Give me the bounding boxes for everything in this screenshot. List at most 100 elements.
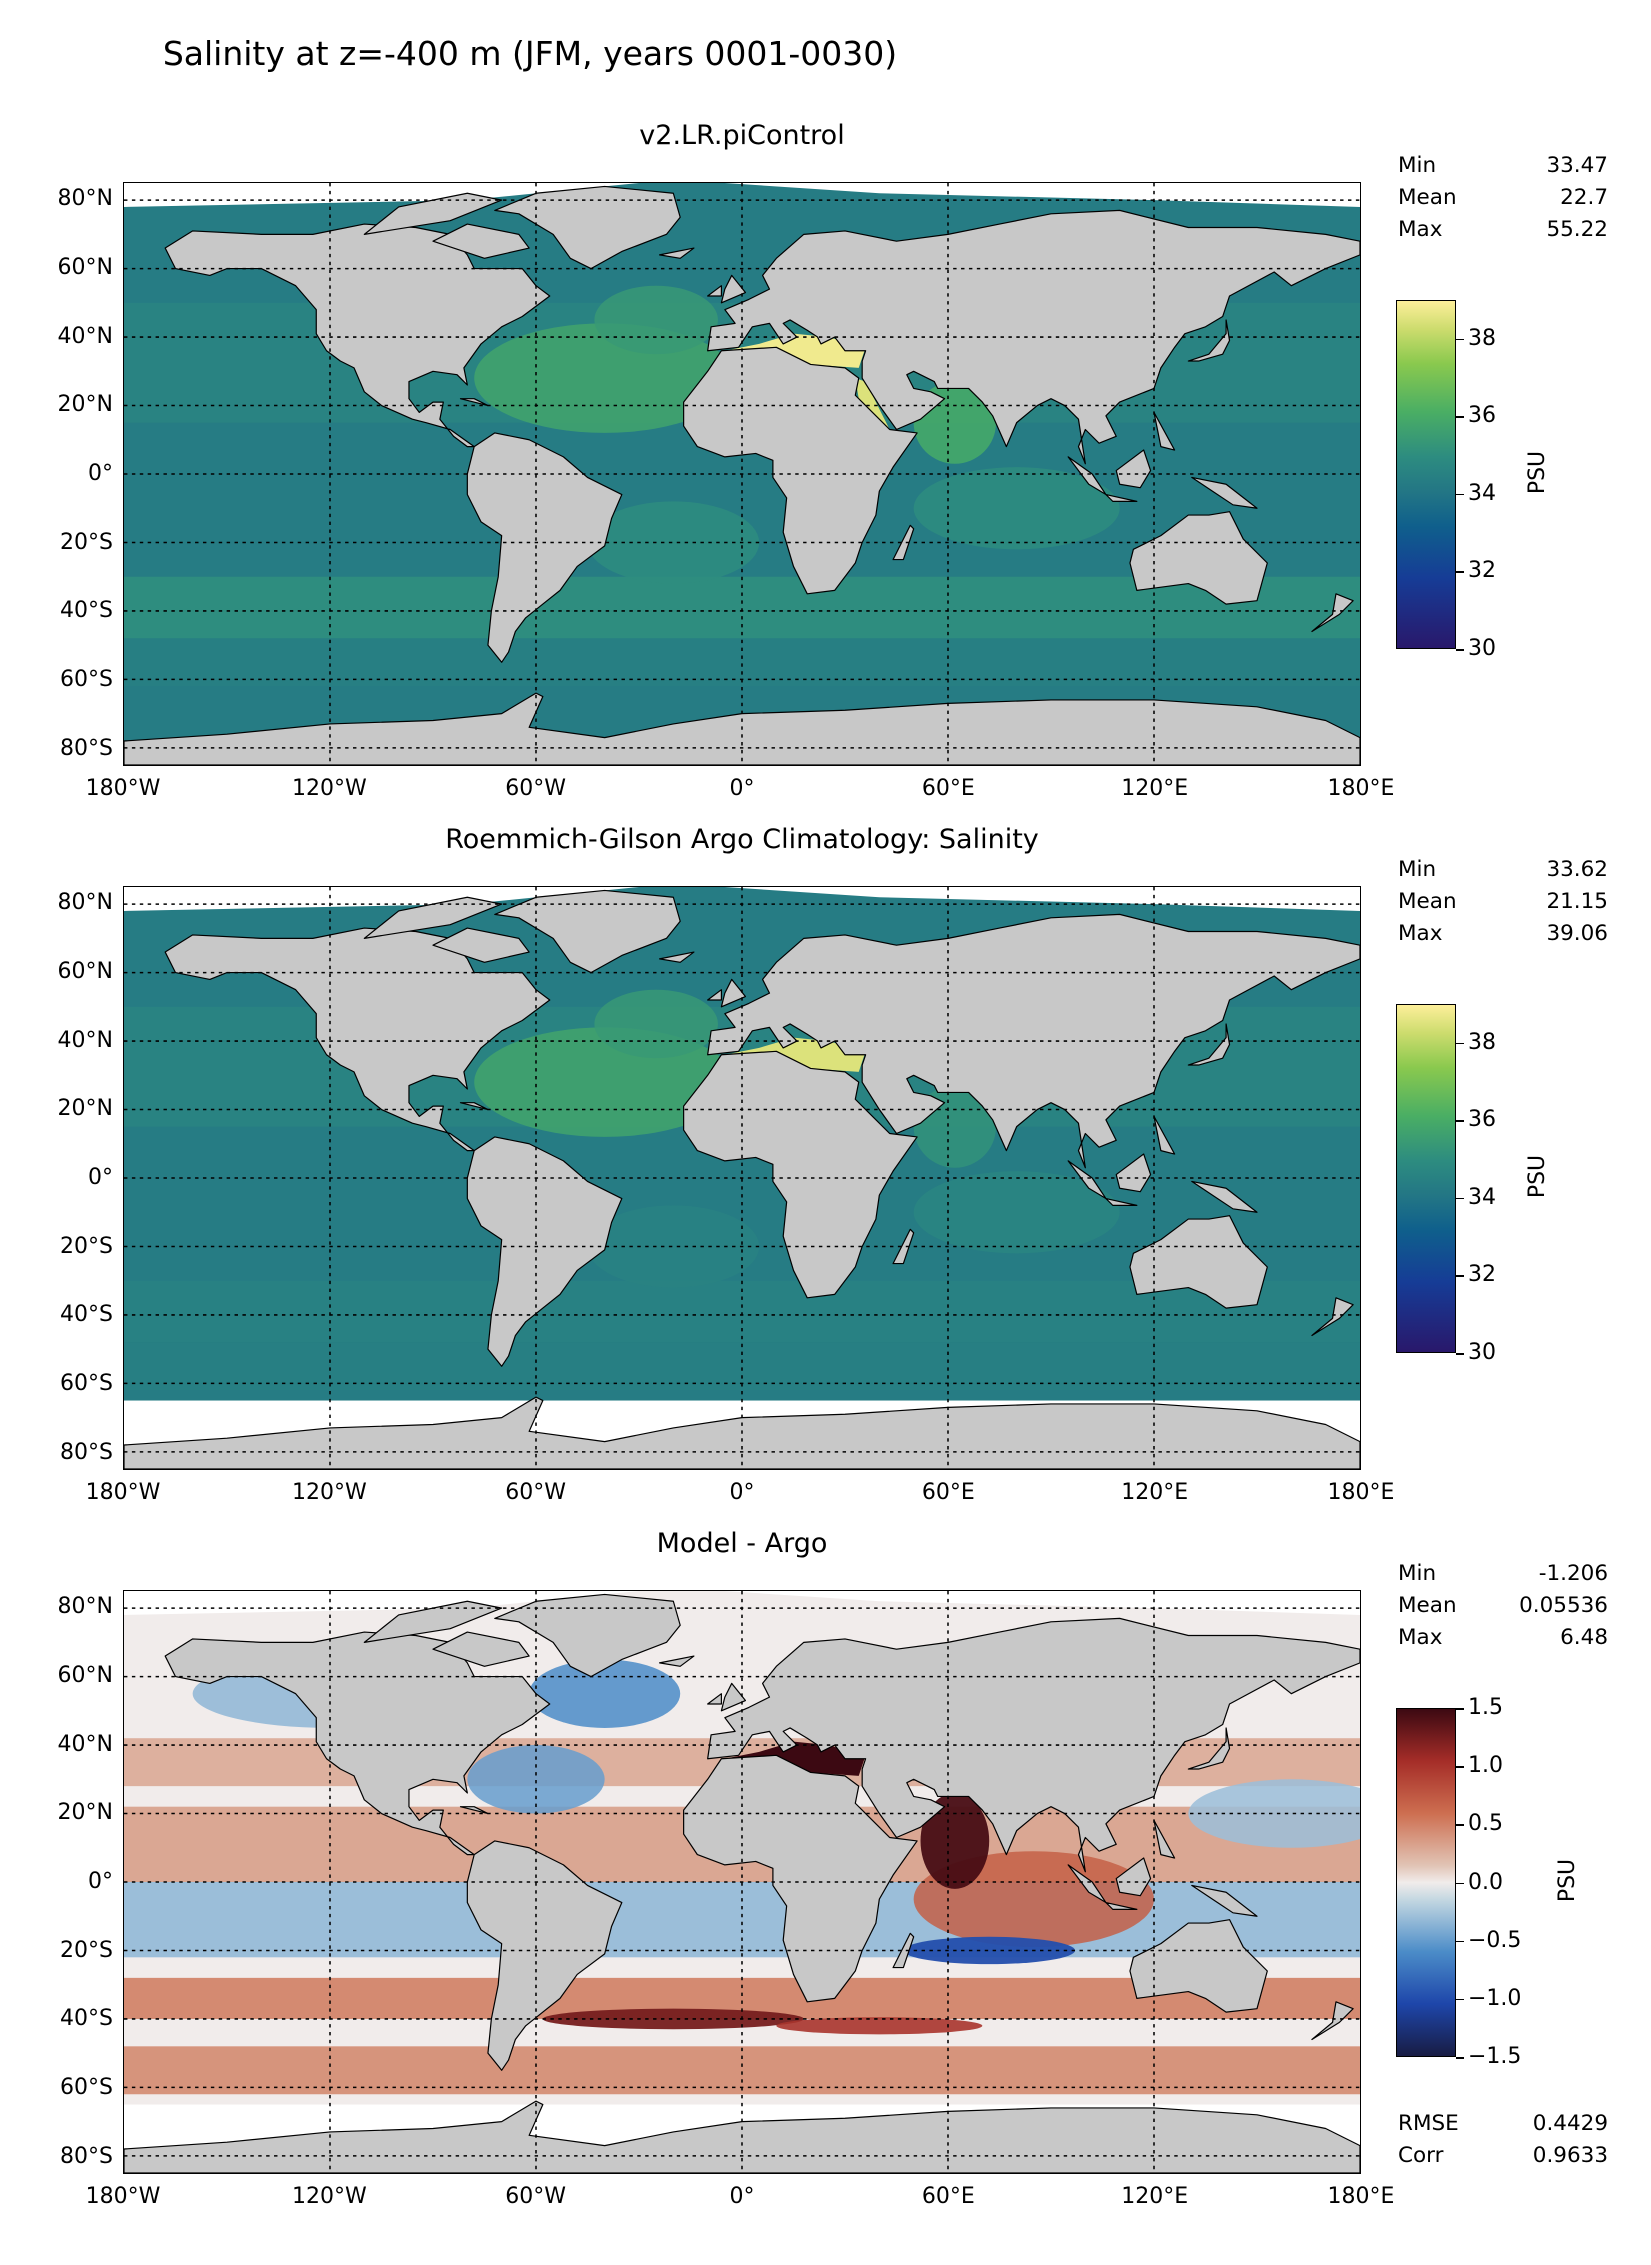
longitude-label: 0° — [729, 776, 755, 801]
latitude-label: 80°N — [57, 1594, 113, 1620]
stat-value: 55.22 — [1546, 217, 1608, 242]
land-mass — [164, 1631, 551, 1856]
land-mass — [432, 223, 530, 259]
land-mass — [658, 951, 695, 963]
longitude-label: 180°W — [85, 776, 161, 801]
colorbar-label: PSU — [1555, 1858, 1581, 1903]
land-mass — [1105, 1197, 1138, 1206]
indian-ocean-salinity — [913, 1171, 1120, 1254]
southern-ocean-band — [124, 638, 1360, 687]
colorbar-tick-label: 36 — [1468, 403, 1496, 429]
colorbar-label: PSU — [1525, 1154, 1551, 1199]
colorbar-tick-label: 0.0 — [1468, 1869, 1503, 1895]
colorbar-tick-label: 32 — [1468, 558, 1496, 584]
stat-label: Max — [1398, 921, 1443, 946]
arctic-missing — [124, 1591, 1360, 1615]
stat-value: 33.47 — [1546, 153, 1608, 178]
colorbar-tick-label: 30 — [1468, 636, 1496, 661]
longitude-label: 120°W — [291, 2184, 367, 2209]
longitude-label: 180°W — [85, 2184, 161, 2209]
land-mass — [892, 524, 915, 561]
s-atlantic-positive — [542, 2008, 804, 2030]
colorbar-tick-label: 1.5 — [1468, 1695, 1503, 1720]
land-mass — [1153, 1819, 1176, 1859]
latitude-label: 60°N — [57, 254, 113, 280]
land-mass — [683, 346, 918, 595]
longitude-label: 60°E — [921, 1480, 975, 1505]
stat-row: Max 6.48 — [1398, 1622, 1608, 1654]
map-panel — [123, 1590, 1361, 2174]
stat-value: 6.48 — [1560, 1625, 1608, 1650]
longitude-label: 60°W — [505, 1480, 567, 1505]
longitude-label: 180°W — [85, 1480, 161, 1505]
land-mass — [459, 1102, 489, 1111]
stat-row: RMSE 0.4429 — [1398, 2108, 1608, 2140]
colorbar-tick-label: 36 — [1468, 1107, 1496, 1133]
land-mass — [363, 1600, 503, 1643]
stat-value: 21.15 — [1546, 889, 1608, 914]
longitude-label: 120°E — [1121, 2184, 1189, 2209]
latitude-label: 20°S — [60, 1233, 113, 1259]
mediterranean-sea — [724, 1037, 866, 1072]
land-mass — [707, 285, 723, 297]
n-atlantic-mid — [594, 989, 718, 1059]
stat-row: Max 55.22 — [1398, 214, 1608, 246]
latitude-label: 40°N — [57, 323, 113, 349]
latitude-label: 0° — [88, 1165, 113, 1190]
colorbar-tick — [1456, 416, 1464, 418]
latitude-label: 80°N — [57, 890, 113, 916]
land-mass — [892, 1932, 915, 1969]
stat-value: 0.05536 — [1519, 1593, 1608, 1618]
longitude-label: 180°E — [1327, 2184, 1395, 2209]
colorbar-tick-label: 32 — [1468, 1262, 1496, 1288]
colorbar-tick — [1456, 1120, 1464, 1122]
mediterranean-sea — [724, 1741, 866, 1776]
stat-row: Min 33.47 — [1398, 150, 1608, 182]
colorbar-tick-label: 34 — [1468, 1184, 1496, 1210]
map-panel — [123, 886, 1361, 1470]
colorbar-tick-label: 0.5 — [1468, 1811, 1503, 1837]
colorbar-tick-label: −0.5 — [1468, 1927, 1522, 1953]
latitude-label: 80°S — [60, 2143, 113, 2169]
land-mass — [1129, 1919, 1268, 2013]
latitude-label: 40°N — [57, 1731, 113, 1757]
land-mass — [683, 1050, 918, 1299]
colorbar-tick-label: 38 — [1468, 1029, 1496, 1055]
land-mass — [658, 247, 695, 259]
stat-value: 33.62 — [1546, 857, 1608, 882]
salinity-map — [124, 887, 1360, 1469]
stat-label: Min — [1398, 153, 1437, 178]
longitude-label: 0° — [729, 1480, 755, 1505]
red-sea — [855, 378, 890, 430]
panel-title: Model - Argo — [656, 1528, 828, 1559]
latitude-label: 40°S — [60, 2006, 113, 2032]
gulf-stream-negative — [467, 1745, 605, 1814]
agulhas-positive — [776, 2017, 983, 2035]
latitude-label: 80°S — [60, 735, 113, 761]
land-mass — [1129, 511, 1268, 605]
land-mass — [1311, 1297, 1354, 1337]
latitude-label: 20°S — [60, 1937, 113, 1963]
indian-ocean-salinity — [913, 467, 1120, 550]
land-mass — [720, 978, 747, 1008]
latitude-label: 60°S — [60, 2075, 113, 2101]
stat-label: Corr — [1398, 2143, 1444, 2168]
longitude-label: 60°W — [505, 2184, 567, 2209]
stat-label: Mean — [1398, 889, 1457, 914]
panel-title: v2.LR.piControl — [639, 120, 845, 151]
latitude-label: 40°S — [60, 598, 113, 624]
colorbar — [1396, 1708, 1456, 2057]
stat-row: Corr 0.9633 — [1398, 2140, 1608, 2172]
land-mass — [1105, 1901, 1138, 1910]
stat-row: Mean 22.7 — [1398, 182, 1608, 214]
stat-label: Mean — [1398, 1593, 1457, 1618]
latitude-label: 20°N — [57, 1800, 113, 1826]
map-panel — [123, 182, 1361, 766]
land-mass — [1311, 2001, 1354, 2041]
land-mass — [363, 896, 503, 939]
land-mass — [466, 1136, 623, 1367]
longitude-label: 60°E — [921, 2184, 975, 2209]
land-mass — [1191, 1180, 1258, 1213]
subpolar-atlantic-negative — [529, 1659, 681, 1728]
colorbar-tick — [1456, 1353, 1464, 1355]
